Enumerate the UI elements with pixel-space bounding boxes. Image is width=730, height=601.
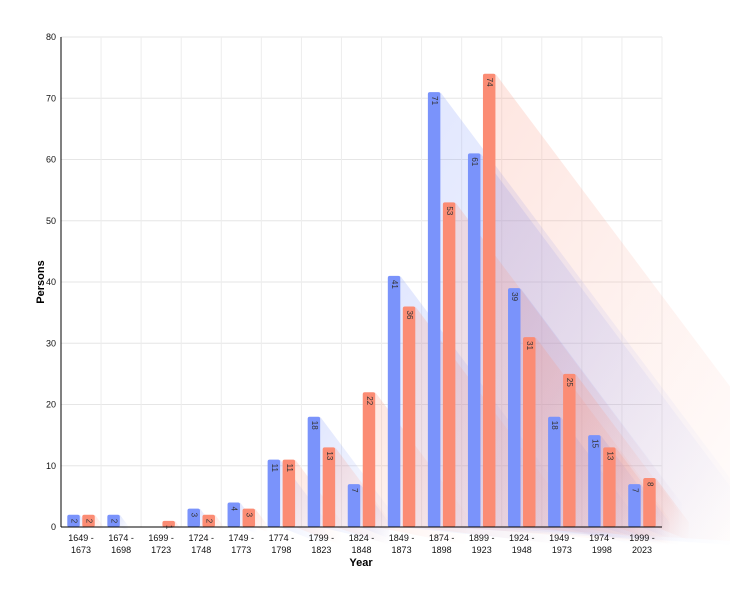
- x-tick-label: 1899 -1923: [469, 533, 495, 555]
- x-tick-label: 1949 -1973: [549, 533, 575, 555]
- x-tick-label: 1749 -1773: [229, 533, 255, 555]
- blue-bar: [387, 275, 401, 527]
- bar-value-label: 2: [84, 519, 93, 524]
- blue-bar: [227, 502, 241, 527]
- orange-bar: [242, 508, 256, 527]
- x-tick-label: 1999 -2023: [629, 533, 655, 555]
- bar-value-label: 31: [525, 341, 534, 350]
- x-tick-label: 1774 -1798: [269, 533, 295, 555]
- orange-bar: [282, 459, 296, 527]
- axes: [60, 37, 662, 528]
- y-tick-label: 50: [46, 216, 56, 226]
- bar-value-label: 71: [430, 96, 439, 105]
- bar-shadow: [214, 514, 224, 531]
- x-tick-labels: 1649 -1673 1674 -1698 1699 -1723 1724 -1748…: [68, 533, 654, 555]
- bar-value-label: 13: [605, 451, 614, 460]
- blue-bar: [588, 435, 601, 527]
- bar-shadow: [119, 514, 129, 531]
- blue-bar: [307, 416, 321, 527]
- bars: [67, 73, 656, 527]
- bar-value-label: 2: [109, 519, 118, 524]
- bar-value-label: 7: [630, 488, 639, 493]
- blue-bar: [548, 416, 561, 527]
- orange-bar: [482, 73, 496, 527]
- blue-bar: [67, 514, 80, 527]
- y-tick-label: 30: [46, 338, 56, 348]
- bar-value-label: 11: [270, 464, 279, 473]
- bar-value-label: 2: [69, 519, 78, 524]
- orange-bar: [643, 478, 656, 527]
- orange-bar: [402, 306, 416, 527]
- y-axis-title: Persons: [35, 260, 47, 303]
- bar-value-label: 41: [390, 280, 399, 289]
- bar-value-label: 53: [445, 206, 454, 215]
- bar-shadow: [655, 478, 689, 541]
- x-tick-label: 1974 -1998: [589, 533, 615, 555]
- bar-value-label: 74: [485, 78, 494, 87]
- blue-bar: [508, 288, 521, 527]
- x-tick-label: 1799 -1823: [309, 533, 335, 555]
- x-tick-label: 1874 -1898: [429, 533, 455, 555]
- orange-bar: [202, 514, 215, 527]
- orange-bar: [603, 447, 616, 527]
- blue-bar: [628, 484, 641, 527]
- blue-bar: [187, 508, 200, 527]
- x-tick-label: 1849 -1873: [389, 533, 415, 555]
- x-tick-label: 1824 -1848: [349, 533, 375, 555]
- bar-shadow: [174, 520, 181, 530]
- y-tick-label: 60: [46, 155, 56, 165]
- y-tick-label: 10: [46, 461, 56, 471]
- blue-bar: [347, 484, 361, 527]
- y-tick-label: 40: [46, 277, 56, 287]
- x-tick-label: 1674 -1698: [108, 533, 134, 555]
- blue-bar: [467, 153, 481, 527]
- bar-value-label: 8: [645, 482, 654, 487]
- value-labels: 2234111874171613918157212311132236537431…: [69, 78, 654, 530]
- x-axis-title: Year: [349, 557, 373, 569]
- blue-bar: [427, 92, 441, 527]
- orange-bar: [523, 337, 536, 527]
- bar-value-label: 18: [550, 421, 559, 430]
- bar-shadow: [94, 514, 104, 531]
- orange-bar: [162, 520, 175, 527]
- y-tick-label: 80: [46, 32, 56, 42]
- bar-value-label: 13: [325, 451, 334, 460]
- y-tick-labels: 0 10 20 30 40 50 60 70 80: [46, 32, 56, 532]
- bar-value-label: 4: [230, 507, 239, 512]
- y-tick-label: 0: [51, 522, 56, 532]
- x-tick-label: 1699 -1723: [148, 533, 174, 555]
- bar-value-label: 2: [205, 519, 214, 524]
- blue-bar: [107, 514, 120, 527]
- bar-value-label: 3: [190, 513, 199, 518]
- bar-value-label: 7: [350, 488, 359, 493]
- x-tick-label: 1649 -1673: [68, 533, 94, 555]
- bar-value-label: 3: [245, 513, 254, 518]
- x-tick-label: 1724 -1748: [188, 533, 214, 555]
- orange-bar: [563, 373, 576, 527]
- y-tick-label: 20: [46, 400, 56, 410]
- x-tick-label: 1924 -1948: [509, 533, 535, 555]
- bar-value-label: 61: [470, 157, 479, 166]
- bar-value-label: 15: [590, 439, 599, 448]
- orange-bar: [362, 392, 376, 527]
- bar-value-label: 39: [510, 292, 519, 301]
- bar-value-label: 11: [285, 464, 294, 473]
- bar-shadow: [255, 508, 268, 532]
- orange-bar: [82, 514, 95, 527]
- bar-value-label: 36: [405, 311, 414, 320]
- orange-bar: [442, 202, 456, 527]
- bar-value-label: 18: [310, 421, 319, 430]
- bar-value-label: 25: [565, 378, 574, 387]
- y-tick-label: 70: [46, 93, 56, 103]
- blue-bar: [267, 459, 281, 527]
- bar-value-label: 22: [365, 396, 374, 405]
- orange-bar: [322, 447, 336, 527]
